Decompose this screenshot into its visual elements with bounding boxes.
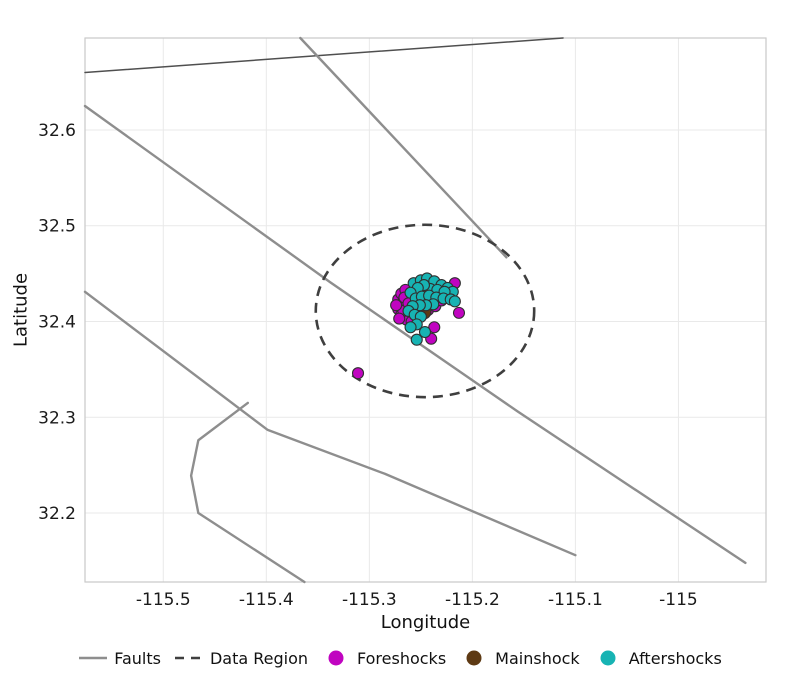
legend-label-mainshock: Mainshock: [495, 648, 580, 668]
fault-line: [83, 290, 577, 557]
x-tick-label: -115: [659, 590, 698, 610]
legend-item-foreshocks: Foreshocks: [321, 649, 446, 668]
fault-line: [299, 36, 508, 259]
legend-label-data-region: Data Region: [209, 648, 308, 668]
x-tick-label: -115.1: [548, 590, 603, 610]
y-tick-label: 32.3: [38, 408, 76, 428]
foreshock-point: [452, 306, 466, 319]
legend-swatch-foreshocks: [328, 650, 344, 666]
fault-line: [189, 401, 306, 584]
aftershock-point: [448, 295, 461, 308]
legend-item-aftershocks: Aftershocks: [593, 649, 722, 668]
y-tick-label: 32.2: [38, 504, 76, 524]
x-tick-label: -115.4: [239, 590, 294, 610]
x-tick-label: -115.2: [445, 590, 500, 610]
y-axis-title: Latitude: [10, 272, 32, 348]
y-tick-label: 32.5: [38, 217, 76, 237]
y-tick-label: 32.6: [38, 121, 76, 141]
aftershock-point: [410, 333, 423, 346]
foreshock-point: [390, 299, 403, 312]
foreshock-point: [428, 321, 441, 334]
dot-icon: [600, 650, 616, 666]
fault-line: [83, 104, 747, 565]
legend-label-faults: Faults: [114, 648, 161, 668]
aftershock-point: [418, 325, 432, 339]
fault-line: [84, 37, 564, 74]
legend-item-faults: Faults: [78, 649, 161, 668]
x-axis-title: Longitude: [380, 612, 471, 633]
legend-swatch-data-region: [174, 656, 203, 660]
legend-item-data-region: Data Region: [174, 649, 308, 668]
data-region-ellipse: [314, 223, 536, 399]
x-tick-label: -115.5: [136, 590, 191, 610]
legend-label-foreshocks: Foreshocks: [357, 648, 447, 668]
plot-border: [84, 37, 767, 583]
legend-item-mainshock: Mainshock: [459, 649, 580, 668]
foreshock-point: [351, 367, 365, 380]
aftershock-point: [404, 321, 417, 334]
x-tick-label: -115.3: [342, 590, 397, 610]
dot-icon: [466, 650, 482, 666]
legend-swatch-faults: [79, 656, 108, 660]
foreshock-point: [393, 312, 406, 325]
y-tick-label: 32.4: [38, 312, 76, 332]
legend-swatch-aftershocks: [600, 650, 616, 666]
legend-swatch-mainshock: [466, 650, 482, 666]
dot-icon: [328, 650, 344, 666]
legend-label-aftershocks: Aftershocks: [628, 648, 722, 668]
legend: Faults Data Region Foreshocks Mainshock Afte…: [0, 644, 800, 672]
